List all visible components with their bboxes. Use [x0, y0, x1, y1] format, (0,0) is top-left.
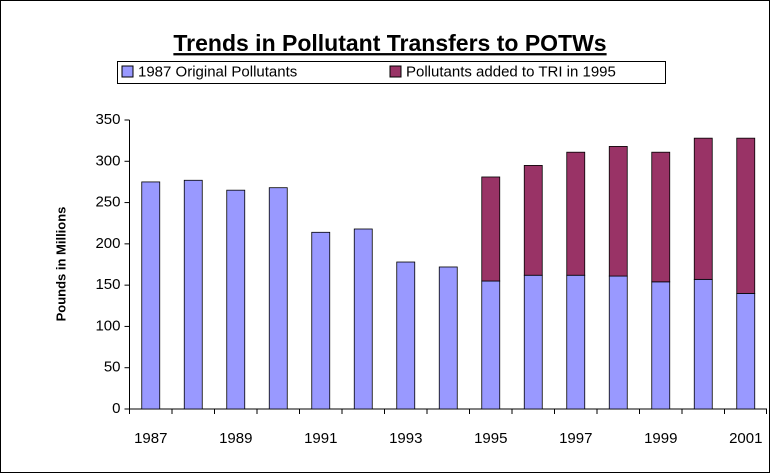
x-tick-label: 1989 — [219, 430, 252, 447]
bar-segment — [736, 292, 756, 410]
bar-segment — [566, 274, 586, 410]
x-tick-label: 1997 — [559, 430, 592, 447]
bar-segment — [183, 179, 203, 410]
bar-segment — [608, 275, 628, 410]
y-tick-label: 100 — [95, 317, 120, 334]
bar-segment — [523, 165, 543, 276]
legend-swatch — [121, 65, 134, 78]
x-tick-label: 1993 — [389, 430, 422, 447]
bar-segment — [608, 146, 628, 277]
bar-segment — [736, 137, 756, 294]
bar-segment — [693, 278, 713, 410]
bar-segment — [693, 137, 713, 280]
y-tick-label: 0 — [112, 400, 120, 417]
x-tick-label: 1987 — [134, 430, 167, 447]
x-tick-label: 1995 — [474, 430, 507, 447]
y-axis-label: Pounds in Millions — [53, 207, 68, 322]
bar-segment — [566, 151, 586, 276]
bar-segment — [481, 176, 501, 282]
x-tick-label: 1991 — [304, 430, 337, 447]
y-tick-label: 250 — [95, 194, 120, 211]
x-tick-label: 2001 — [729, 430, 762, 447]
y-tick-label: 200 — [95, 235, 120, 252]
bar-segment — [226, 189, 246, 410]
bar-segment — [651, 151, 671, 283]
chart-title: Trends in Pollutant Transfers to POTWs — [173, 30, 606, 56]
bar-segment — [268, 187, 288, 410]
y-tick-label: 150 — [95, 276, 120, 293]
y-tick-label: 300 — [95, 152, 120, 169]
bar-segment — [141, 181, 161, 410]
legend-label: Pollutants added to TRI in 1995 — [406, 63, 616, 80]
x-tick-label: 1999 — [644, 430, 677, 447]
bar-segment — [481, 280, 501, 410]
bar-segment — [396, 261, 416, 410]
bar-segment — [438, 266, 458, 410]
y-tick-label: 50 — [104, 359, 121, 376]
bar-segment — [651, 281, 671, 410]
bar-segment — [311, 231, 331, 410]
legend-swatch — [389, 65, 402, 78]
y-tick-label: 350 — [95, 111, 120, 128]
bar-segment — [353, 228, 373, 410]
legend-label: 1987 Original Pollutants — [138, 63, 297, 80]
bar-segment — [523, 274, 543, 410]
